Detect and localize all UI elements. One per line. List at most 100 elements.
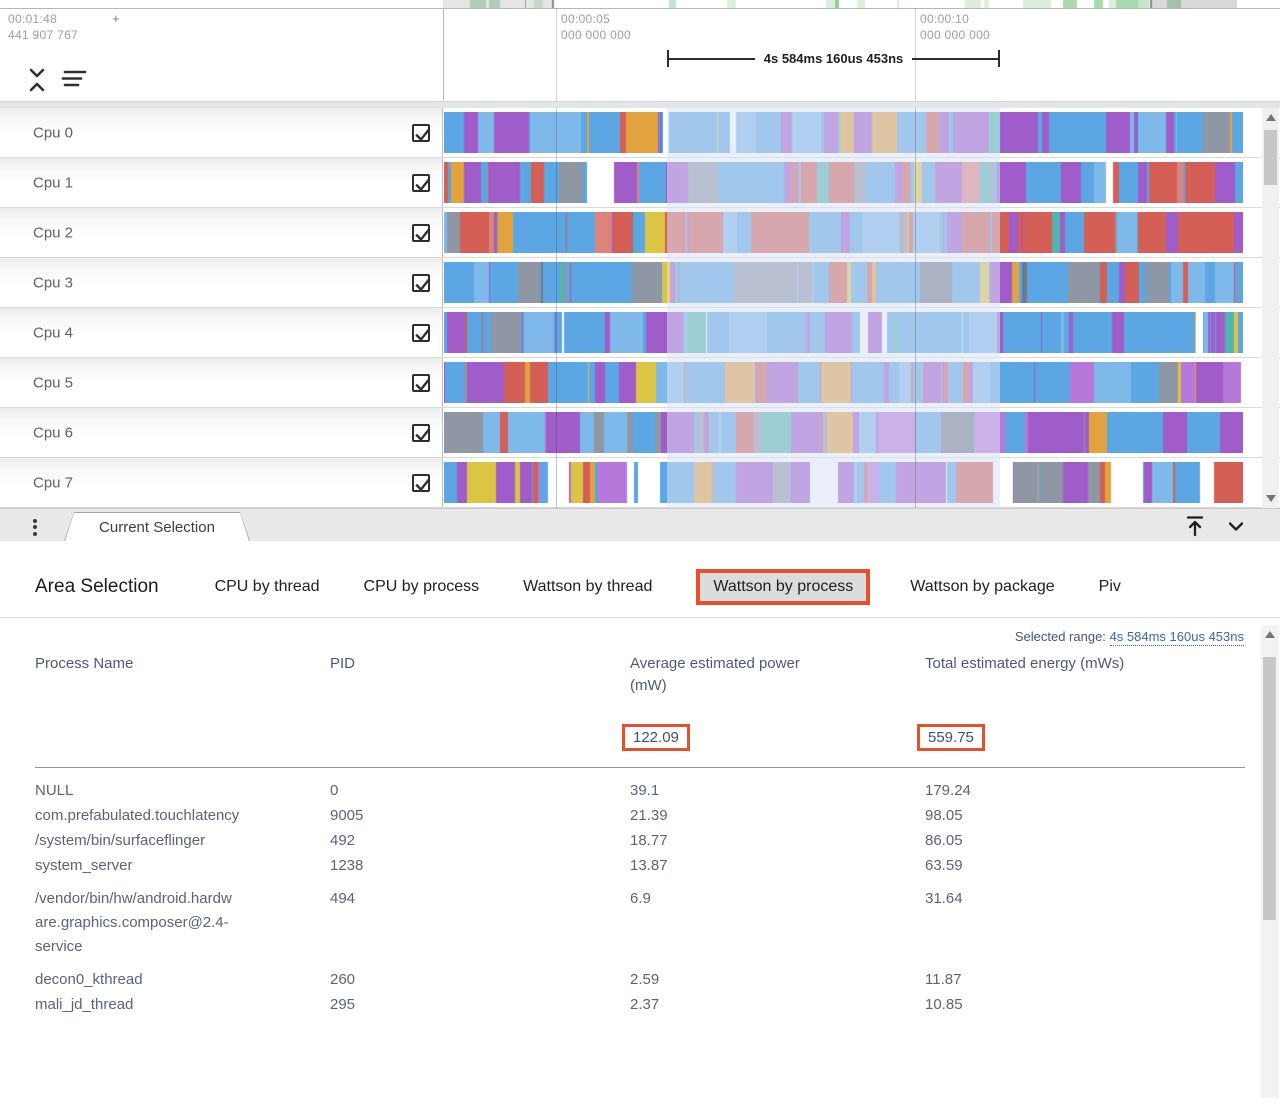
selected-range-value[interactable]: 4s 584ms 160us 453ns xyxy=(1109,629,1244,646)
cpu-track-row: Cpu 2 xyxy=(0,208,1280,258)
tabs-divider xyxy=(0,617,1280,618)
cpu-track-band[interactable] xyxy=(444,262,1243,303)
tab-cpu-by-thread[interactable]: CPU by thread xyxy=(214,578,320,595)
cell-name: mali_jd_thread xyxy=(35,996,134,1013)
track-label: Cpu 1 xyxy=(33,174,74,191)
cpu-track-band[interactable] xyxy=(444,362,1243,403)
tick-nanoseconds-label: 000 000 000 xyxy=(920,28,991,42)
track-checkbox[interactable] xyxy=(412,373,431,392)
track-header[interactable]: Cpu 5 xyxy=(0,358,443,407)
track-checkbox[interactable] xyxy=(412,473,431,492)
cell-name: NULL xyxy=(35,782,74,799)
cpu-track-band[interactable] xyxy=(444,112,1243,153)
trace-origin-time: 00:01:48 xyxy=(8,12,58,26)
tab-current-selection-face: Current Selection xyxy=(65,513,249,541)
cpu-track-canvas xyxy=(444,112,1243,153)
table-row[interactable]: com.prefabulated.touchlatency 9005 21.39 98… xyxy=(35,804,1245,828)
scroll-up-icon[interactable] xyxy=(1265,631,1275,638)
cell-pid: 260 xyxy=(330,971,356,988)
track-checkbox[interactable] xyxy=(412,123,431,142)
cpu-track-canvas xyxy=(444,412,1243,453)
track-checkbox[interactable] xyxy=(412,323,431,342)
tab-wattson-by-thread[interactable]: Wattson by thread xyxy=(523,578,653,595)
tab-wattson-by-package[interactable]: Wattson by package xyxy=(910,578,1055,595)
cpu-track-row: Cpu 0 xyxy=(0,108,1280,158)
selection-duration-label: 4s 584ms 160us 453ns xyxy=(763,51,904,66)
track-label: Cpu 7 xyxy=(33,474,74,491)
table-totals-row: 122.09 559.75 xyxy=(35,724,1245,751)
timeline-tick-line xyxy=(556,9,557,101)
cell-name: decon0_kthread xyxy=(35,971,143,988)
cell-avg-power: 21.39 xyxy=(630,807,668,824)
track-header[interactable]: Cpu 3 xyxy=(0,258,443,307)
details-scrollbar[interactable] xyxy=(1261,625,1279,1098)
tracks-scrollbar-thumb[interactable] xyxy=(1264,130,1277,185)
tab-cpu-by-process[interactable]: CPU by process xyxy=(363,578,480,595)
table-row[interactable]: NULL 0 39.1 179.24 xyxy=(35,779,1245,803)
sort-icon[interactable] xyxy=(61,69,87,94)
kebab-menu-icon[interactable] xyxy=(33,516,37,538)
cpu-track-band[interactable] xyxy=(444,412,1243,453)
cpu-track-row: Cpu 3 xyxy=(0,258,1280,308)
cell-total-energy: 63.59 xyxy=(925,857,963,874)
track-header[interactable]: Cpu 2 xyxy=(0,208,443,257)
column-header-total-energy[interactable]: Total estimated energy (mWs) xyxy=(925,655,1125,672)
area-selection-tabs: Area Selection CPU by thread CPU by proce… xyxy=(35,565,1250,609)
column-header-avg-power[interactable]: Average estimated power (mW) xyxy=(630,655,800,694)
timeline-minimap[interactable] xyxy=(0,0,1280,9)
track-header[interactable]: Cpu 1 xyxy=(0,158,443,207)
cpu-track-row: Cpu 7 xyxy=(0,458,1280,508)
table-row[interactable]: /system/bin/surfaceflinger 492 18.77 86.05 xyxy=(35,829,1245,853)
time-ruler[interactable]: 00:01:48 + 441 907 767 00:00:05 000 000 0… xyxy=(0,9,1280,108)
details-scrollbar-thumb[interactable] xyxy=(1263,657,1276,920)
cell-name: system_server xyxy=(35,857,133,874)
cpu-tracks-area: Cpu 0 Cpu 1 Cpu 2 Cpu 3 Cpu 4 Cpu 5 Cpu 6 Cpu 7 xyxy=(0,108,1280,508)
details-panel: Area Selection CPU by thread CPU by proce… xyxy=(0,541,1280,1116)
cell-total-energy: 10.85 xyxy=(925,996,963,1013)
tab-piv[interactable]: Piv xyxy=(1098,578,1121,595)
minimap-canvas xyxy=(443,0,1237,8)
selected-range: Selected range: 4s 584ms 160us 453ns xyxy=(1015,629,1244,646)
table-row[interactable]: decon0_kthread 260 2.59 11.87 xyxy=(35,968,1245,992)
track-header[interactable]: Cpu 0 xyxy=(0,108,443,157)
column-header-pid[interactable]: PID xyxy=(330,655,356,672)
track-header[interactable]: Cpu 7 xyxy=(0,458,443,507)
cell-avg-power: 2.37 xyxy=(630,996,660,1013)
cell-avg-power: 6.9 xyxy=(630,890,651,907)
track-checkbox[interactable] xyxy=(412,273,431,292)
table-row[interactable]: /vendor/bin/hw/android.hardw are.graphic… xyxy=(35,887,1245,959)
tab-current-selection-label: Current Selection xyxy=(99,518,215,536)
cpu-track-row: Cpu 4 xyxy=(0,308,1280,358)
table-rule xyxy=(35,767,1245,768)
scroll-up-icon[interactable] xyxy=(1265,114,1276,121)
scroll-to-top-icon[interactable] xyxy=(1183,514,1207,543)
track-label: Cpu 4 xyxy=(33,324,74,341)
track-checkbox[interactable] xyxy=(412,423,431,442)
scroll-down-icon[interactable] xyxy=(1265,495,1276,502)
total-energy-annotated: 559.75 xyxy=(917,724,985,751)
track-rows: Cpu 0 Cpu 1 Cpu 2 Cpu 3 Cpu 4 Cpu 5 Cpu 6 Cpu 7 xyxy=(0,108,1280,508)
track-checkbox[interactable] xyxy=(412,223,431,242)
track-header[interactable]: Cpu 6 xyxy=(0,408,443,457)
track-header[interactable]: Cpu 4 xyxy=(0,308,443,357)
bracket-line xyxy=(912,57,998,60)
table-row[interactable]: system_server 1238 13.87 63.59 xyxy=(35,854,1245,878)
cpu-track-row: Cpu 6 xyxy=(0,408,1280,458)
cell-pid: 0 xyxy=(330,782,339,799)
chevron-down-icon[interactable] xyxy=(1224,514,1248,543)
tab-current-selection[interactable]: Current Selection xyxy=(64,512,250,541)
cpu-track-band[interactable] xyxy=(444,162,1243,203)
track-checkbox[interactable] xyxy=(412,173,431,192)
tracks-scrollbar[interactable] xyxy=(1262,108,1279,508)
table-row[interactable]: mali_jd_thread 295 2.37 10.85 xyxy=(35,993,1245,1017)
details-tab-bar: Current Selection xyxy=(0,508,1280,541)
cpu-track-band[interactable] xyxy=(444,312,1243,353)
cpu-track-band[interactable] xyxy=(444,462,1243,503)
cell-pid: 295 xyxy=(330,996,356,1013)
cpu-track-band[interactable] xyxy=(444,212,1243,253)
tab-wattson-by-process[interactable]: Wattson by process xyxy=(696,569,871,605)
unfold-less-icon[interactable] xyxy=(26,67,48,98)
cell-avg-power: 18.77 xyxy=(630,832,668,849)
table-header-row: Process Name PID Average estimated power… xyxy=(35,653,1245,697)
column-header-process-name[interactable]: Process Name xyxy=(35,655,134,672)
